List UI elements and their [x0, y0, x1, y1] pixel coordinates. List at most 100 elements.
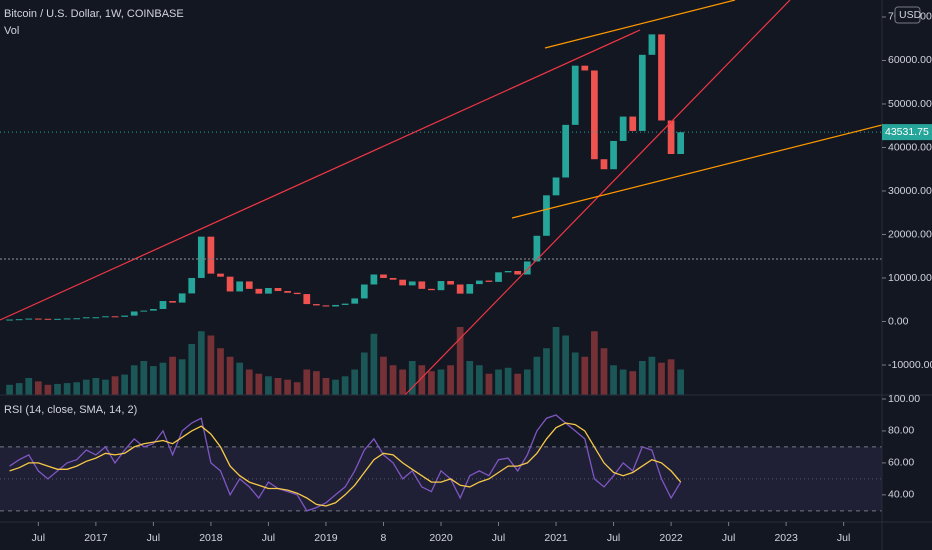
candle	[495, 272, 502, 282]
volume-bar	[92, 378, 100, 395]
candle	[638, 54, 646, 131]
y-tick-label: 30000.00	[888, 185, 932, 197]
volume-bar	[485, 373, 493, 395]
candle	[217, 273, 224, 277]
candle	[102, 316, 109, 318]
volume-bar	[475, 365, 483, 395]
candle	[351, 298, 359, 304]
rsi-title: RSI (14, close, SMA, 14, 2)	[4, 404, 137, 416]
candle	[255, 288, 263, 294]
candle	[322, 305, 330, 307]
volume-bar	[552, 327, 560, 395]
volume-bar	[533, 356, 541, 395]
trend-line	[0, 29, 641, 321]
volume-bar	[25, 378, 33, 395]
candle	[245, 281, 253, 289]
volume-bar	[456, 327, 464, 395]
volume-bar	[6, 384, 13, 395]
volume-bar	[581, 356, 589, 395]
y-tick-label: 60000.00	[888, 54, 932, 66]
volume-bar	[562, 335, 569, 395]
candle	[226, 276, 234, 292]
volume-bar	[188, 344, 196, 395]
candle	[428, 288, 435, 291]
volume-bar	[73, 382, 81, 395]
volume-bar	[351, 369, 359, 395]
volume-bar	[63, 383, 71, 395]
volume-bar	[341, 376, 349, 395]
candle	[130, 311, 138, 316]
x-tick-label: 2019	[314, 532, 338, 544]
candle	[677, 132, 685, 154]
candle	[629, 116, 637, 131]
x-tick-label: 2018	[199, 532, 223, 544]
candle	[380, 274, 387, 278]
x-tick-label: Jul	[262, 532, 275, 544]
candle	[313, 304, 320, 306]
volume-bar	[408, 361, 416, 395]
candle	[437, 281, 445, 291]
volume-bar	[504, 367, 512, 395]
volume-bar	[658, 362, 665, 395]
x-tick-label: Jul	[147, 532, 160, 544]
candle	[111, 316, 119, 318]
candle	[178, 293, 186, 303]
x-tick-label: 2021	[544, 532, 568, 544]
volume-bar	[638, 361, 646, 395]
volume-bar	[514, 373, 522, 395]
volume-bar	[140, 361, 148, 395]
volume-bar	[150, 366, 157, 395]
volume-bar	[217, 348, 224, 395]
candle	[6, 319, 13, 321]
volume-bar	[245, 369, 253, 395]
x-tick-label: Jul	[492, 532, 505, 544]
candle	[447, 281, 454, 285]
candle	[619, 116, 627, 141]
candle	[418, 281, 426, 289]
candle	[54, 318, 61, 320]
volume-bar	[370, 333, 378, 395]
candle	[581, 65, 589, 71]
last-price-box	[882, 124, 932, 141]
candle	[533, 235, 541, 262]
axes: -10000.00 0.00 10000.00 20000.00 30000.00 400…	[32, 6, 932, 544]
volume-bar	[619, 369, 627, 395]
candle	[658, 34, 665, 121]
candle	[25, 318, 33, 320]
candle	[15, 319, 23, 321]
candle	[475, 280, 483, 285]
volume-bar	[667, 359, 675, 395]
volume-bar	[255, 373, 263, 395]
volume-bar	[207, 335, 215, 395]
y-tick-label: 10000.00	[888, 272, 932, 284]
currency-box	[894, 6, 921, 24]
volume-bar	[428, 371, 435, 395]
candle	[341, 303, 349, 305]
candle	[274, 287, 282, 292]
candle	[485, 280, 493, 282]
candle	[591, 70, 598, 160]
candle	[140, 310, 148, 312]
volume-bar	[332, 379, 339, 395]
volume-bar	[226, 356, 234, 395]
candle	[293, 292, 301, 295]
volume-bar	[265, 376, 272, 395]
chart-title: Bitcoin / U.S. Dollar, 1W, COINBASE	[4, 8, 184, 20]
x-tick-label: Jul	[32, 532, 45, 544]
volume-bar	[197, 331, 205, 395]
candle	[265, 287, 272, 294]
volume-bar	[466, 361, 474, 395]
candle	[667, 120, 675, 154]
volume-bar	[169, 356, 176, 395]
volume-bar	[111, 376, 119, 395]
candle	[197, 236, 205, 278]
volume-bar	[523, 369, 531, 395]
candle	[523, 261, 531, 275]
y-tick-label: 20000.00	[888, 228, 932, 240]
plot-area	[0, 34, 882, 512]
candle	[207, 236, 215, 274]
candle	[92, 317, 100, 319]
volume-label: Vol	[4, 25, 19, 37]
candle	[332, 304, 339, 307]
candle	[34, 318, 42, 320]
